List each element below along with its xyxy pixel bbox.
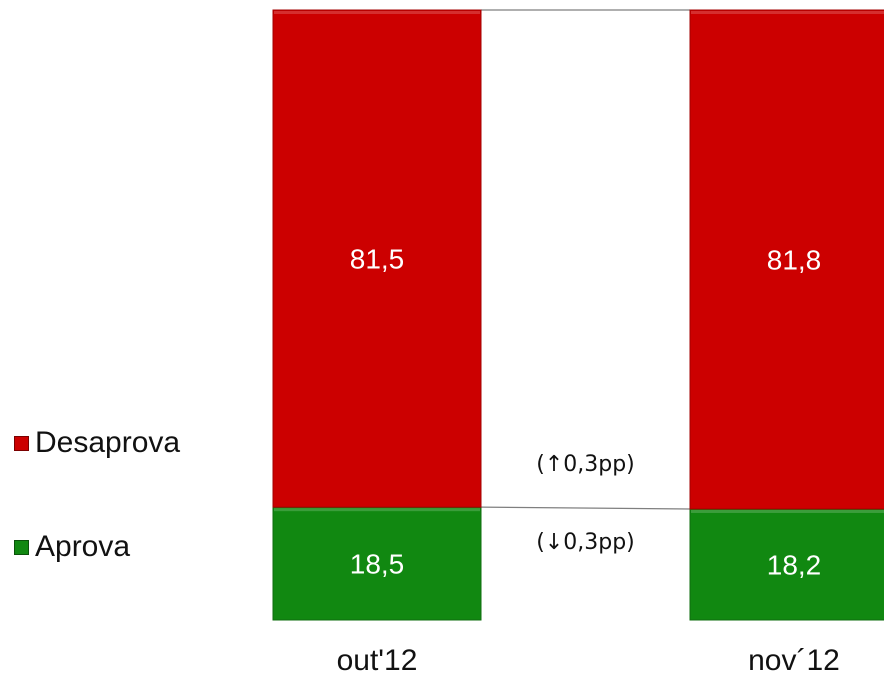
bar-desaprova-2 <box>689 9 884 510</box>
category-label-2: nov´12 <box>748 644 840 677</box>
data-label-aprova-1: 18,5 <box>350 549 405 580</box>
data-labels: 18,5 81,5 18,2 81,8 <box>350 244 822 581</box>
bar-aprova-2 <box>689 508 884 621</box>
connector-lines <box>480 9 691 510</box>
bar-highlight-desaprova-2 <box>691 11 884 14</box>
bar-highlight-aprova-1 <box>274 508 480 512</box>
bar-highlight-desaprova-1 <box>274 11 480 14</box>
bars <box>272 9 884 621</box>
annotation-2: (↓0,3pp) <box>536 530 635 555</box>
legend-item-aprova: Aprova <box>14 530 130 564</box>
legend-swatch-desaprova <box>14 435 29 451</box>
data-label-desaprova-2: 81,8 <box>767 244 822 275</box>
annotations: (↑0,3pp) (↓0,3pp) <box>536 452 635 555</box>
data-label-desaprova-1: 81,5 <box>350 244 405 275</box>
legend-label-desaprova: Desaprova <box>35 426 181 459</box>
category-labels: out'12 nov´12 <box>337 644 840 677</box>
bar-desaprova-1 <box>272 9 482 508</box>
legend-label-aprova: Aprova <box>35 530 131 563</box>
bar-aprova-1 <box>272 506 482 621</box>
connector-line-1 <box>480 506 691 510</box>
category-label-1: out'12 <box>337 644 418 677</box>
annotation-1: (↑0,3pp) <box>536 452 635 477</box>
legend-item-desaprova: Desaprova <box>14 426 180 460</box>
data-label-aprova-2: 18,2 <box>767 549 822 580</box>
bar-highlight-aprova-2 <box>691 509 884 513</box>
legend-swatch-aprova <box>14 539 29 555</box>
